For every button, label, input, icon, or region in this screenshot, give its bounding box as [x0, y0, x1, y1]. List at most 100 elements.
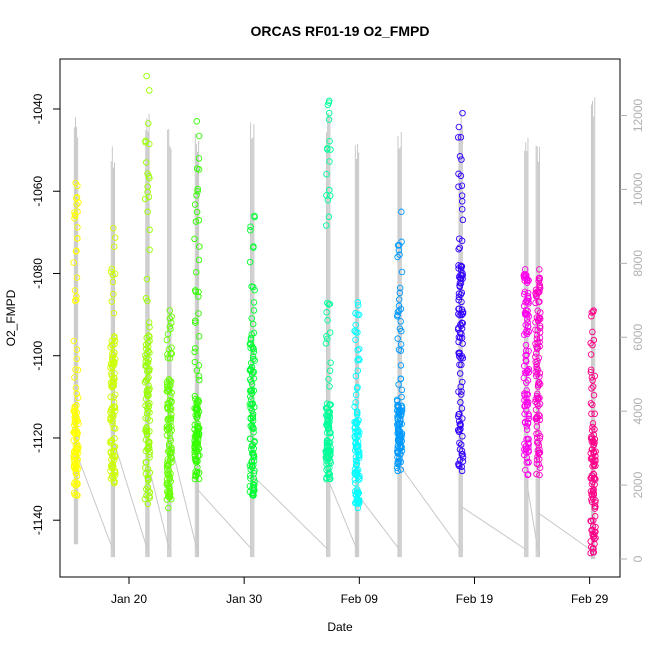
- data-point: [250, 348, 258, 355]
- data-point: [589, 545, 597, 552]
- data-point: [73, 444, 81, 452]
- data-point: [588, 312, 595, 320]
- altitude-connector: [399, 464, 462, 551]
- data-point: [143, 275, 151, 283]
- data-point: [455, 183, 462, 190]
- data-point: [146, 489, 154, 496]
- data-point: [396, 289, 404, 297]
- data-point: [324, 317, 331, 324]
- data-point: [522, 356, 530, 364]
- data-point: [394, 335, 401, 342]
- data-point: [537, 309, 544, 316]
- data-point: [167, 437, 174, 445]
- data-point: [458, 182, 466, 189]
- data-point: [395, 408, 402, 416]
- data-point: [164, 456, 172, 463]
- data-point: [325, 116, 333, 123]
- data-point: [520, 374, 528, 382]
- data-point: [325, 213, 333, 221]
- data-point: [398, 268, 406, 276]
- data-point: [459, 310, 467, 317]
- data-point: [456, 283, 464, 290]
- data-point: [251, 357, 258, 364]
- data-point: [166, 450, 174, 458]
- data-point: [166, 485, 173, 492]
- data-point: [394, 253, 401, 261]
- data-point: [168, 319, 175, 327]
- data-point: [326, 300, 334, 308]
- data-point: [193, 192, 200, 199]
- series-RF07: [322, 97, 334, 483]
- data-point: [109, 383, 116, 391]
- data-point: [323, 404, 331, 412]
- data-point: [249, 481, 257, 489]
- data-point: [397, 341, 405, 348]
- data-point: [110, 243, 118, 250]
- data-point: [536, 266, 543, 273]
- data-point: [249, 353, 257, 360]
- data-point: [72, 482, 79, 489]
- data-point: [588, 309, 596, 316]
- data-point: [168, 344, 175, 351]
- x-tick-label: Feb 29: [571, 592, 609, 606]
- data-point: [591, 535, 598, 543]
- data-point: [395, 296, 403, 303]
- data-point: [394, 458, 402, 465]
- data-point: [164, 416, 172, 424]
- data-point: [455, 353, 463, 360]
- data-point: [71, 418, 79, 425]
- data-point: [72, 366, 79, 373]
- data-point: [324, 145, 331, 152]
- data-point: [459, 354, 467, 362]
- data-point: [523, 402, 531, 409]
- data-point: [323, 170, 330, 178]
- chart-title: ORCAS RF01-19 O2_FMPD: [251, 23, 430, 39]
- data-point: [397, 432, 404, 439]
- data-point: [108, 337, 116, 344]
- data-point: [524, 419, 532, 426]
- data-point: [456, 244, 463, 251]
- data-point: [71, 465, 79, 473]
- data-point: [167, 405, 175, 412]
- right-axis-tick-label: 2000: [631, 471, 645, 498]
- data-point: [397, 305, 405, 313]
- data-point: [325, 109, 333, 117]
- data-point: [195, 132, 203, 140]
- data-point: [523, 395, 530, 402]
- data-point: [143, 334, 150, 342]
- data-point: [109, 410, 116, 418]
- data-point: [248, 445, 255, 453]
- data-point: [524, 294, 532, 302]
- data-point: [532, 368, 539, 376]
- data-point: [146, 349, 153, 356]
- data-point: [108, 298, 116, 305]
- data-point: [394, 403, 402, 411]
- data-point: [524, 367, 531, 374]
- data-point: [109, 413, 116, 421]
- data-point: [354, 426, 361, 433]
- altitude-connector: [525, 479, 539, 550]
- data-point: [250, 491, 257, 499]
- data-point: [459, 216, 467, 224]
- x-axis-label: Date: [327, 620, 353, 634]
- data-point: [250, 329, 258, 337]
- data-point: [192, 345, 199, 352]
- data-point: [193, 208, 201, 216]
- data-point: [536, 471, 543, 479]
- data-point: [247, 344, 254, 352]
- data-point: [533, 423, 541, 430]
- plot-frame: [59, 58, 621, 578]
- data-point: [588, 518, 595, 525]
- data-point: [146, 323, 153, 331]
- data-point: [73, 469, 80, 477]
- data-point: [73, 355, 80, 363]
- data-point: [323, 413, 331, 420]
- data-point: [166, 323, 174, 330]
- data-point: [590, 487, 597, 495]
- data-point: [195, 372, 203, 380]
- data-point: [457, 310, 465, 317]
- data-point: [249, 320, 257, 328]
- data-point: [71, 297, 79, 304]
- data-point: [353, 444, 361, 451]
- x-tick-label: Jan 20: [111, 592, 147, 606]
